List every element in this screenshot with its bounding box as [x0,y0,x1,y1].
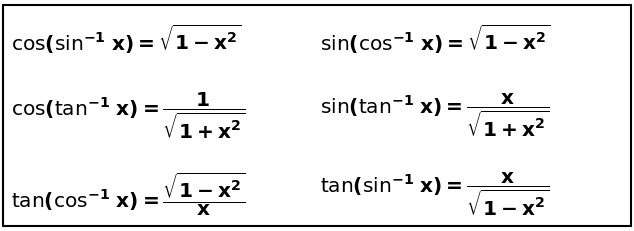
Text: $\mathbf{\sin(\tan^{-1}\, x) = \dfrac{x}{\sqrt{1 + x^2}}}$: $\mathbf{\sin(\tan^{-1}\, x) = \dfrac{x}… [320,92,550,139]
Text: $\mathbf{\cos(\sin^{-1}\, x) = \sqrt{1 - x^2}}$: $\mathbf{\cos(\sin^{-1}\, x) = \sqrt{1 -… [11,23,242,56]
Text: $\mathbf{\tan(\sin^{-1}\, x) = \dfrac{x}{\sqrt{1 - x^2}}}$: $\mathbf{\tan(\sin^{-1}\, x) = \dfrac{x}… [320,170,550,218]
Text: $\mathbf{\tan(\cos^{-1}\, x) = \dfrac{\sqrt{1 - x^2}}{x}}$: $\mathbf{\tan(\cos^{-1}\, x) = \dfrac{\s… [11,170,246,218]
Text: $\mathbf{\cos(\tan^{-1}\, x) = \dfrac{1}{\sqrt{1 + x^2}}}$: $\mathbf{\cos(\tan^{-1}\, x) = \dfrac{1}… [11,90,246,141]
Text: $\mathbf{\sin(\cos^{-1}\, x) = \sqrt{1 - x^2}}$: $\mathbf{\sin(\cos^{-1}\, x) = \sqrt{1 -… [320,23,550,56]
